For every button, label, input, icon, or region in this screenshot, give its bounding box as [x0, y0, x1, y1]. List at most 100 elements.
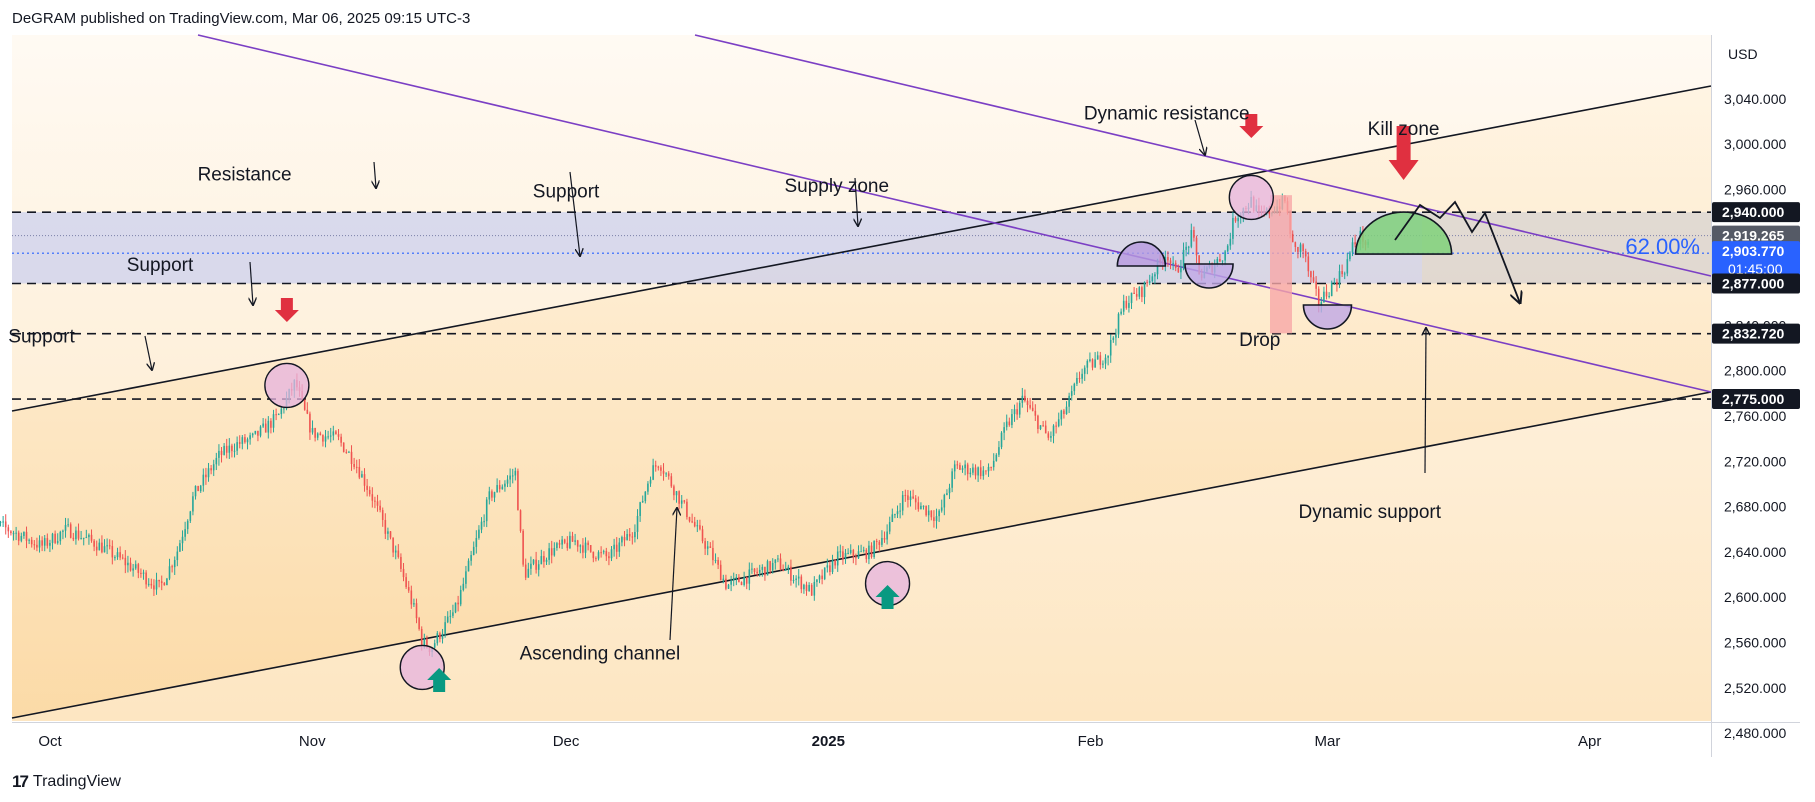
candle-body	[366, 485, 368, 490]
candle-body	[423, 638, 426, 646]
candle-body	[1005, 421, 1008, 428]
candle-body	[158, 579, 160, 582]
candle-body	[706, 546, 709, 549]
price-badge	[1712, 241, 1800, 280]
candle-body	[1078, 378, 1081, 380]
price-badge-text: 2,832.720	[1722, 326, 1784, 342]
candle-body	[735, 577, 738, 579]
candle-body	[407, 587, 410, 591]
candle-body	[1226, 245, 1229, 252]
candle-body	[1234, 217, 1237, 222]
candle-body	[657, 466, 660, 468]
candle-body	[1096, 355, 1099, 360]
candle-body	[1094, 359, 1096, 368]
candle-body	[917, 502, 920, 510]
candle-body	[805, 584, 808, 591]
candle-body	[946, 493, 948, 495]
candle-body	[847, 552, 849, 554]
candle-body	[722, 578, 725, 581]
candle-body	[7, 527, 10, 532]
candle-body	[985, 470, 987, 472]
annotation-label: Kill zone	[1368, 119, 1440, 140]
candle-body	[1018, 402, 1021, 415]
candle-body	[254, 430, 257, 434]
candle-body	[953, 464, 956, 472]
candle-body	[93, 540, 95, 547]
candle-body	[1039, 425, 1042, 430]
candle-body	[465, 571, 467, 584]
candle-body	[111, 546, 114, 558]
x-tick-label: 2025	[812, 733, 845, 750]
candle-body	[1341, 271, 1343, 275]
candle-body	[1122, 300, 1125, 312]
candle-body	[1050, 436, 1052, 438]
candle-body	[582, 545, 584, 553]
candle-body	[1133, 292, 1135, 294]
candle-body	[1055, 425, 1057, 427]
candle-body	[459, 589, 462, 605]
candle-body	[51, 533, 54, 543]
candle-body	[231, 445, 233, 452]
candle-body	[686, 501, 688, 518]
supply-zone-extension	[1422, 212, 1711, 284]
tradingview-brand[interactable]: 17 TradingView	[12, 772, 121, 792]
candle-body	[589, 545, 592, 552]
candle-body	[207, 468, 210, 478]
candle-body	[636, 515, 639, 532]
price-badge	[1712, 225, 1800, 246]
candle-body	[511, 475, 514, 477]
candle-body	[454, 602, 457, 613]
candle-body	[1336, 281, 1338, 286]
candle-body	[1148, 281, 1151, 283]
candle-body	[1172, 262, 1174, 264]
tradingview-logo-icon: 17	[12, 772, 29, 791]
candle-body	[618, 542, 621, 552]
trend-lines	[11, 34, 1712, 719]
candle-body	[566, 542, 569, 549]
candle-body	[834, 559, 836, 566]
candle-body	[80, 538, 82, 540]
candle-body	[587, 542, 589, 546]
candle-body	[550, 548, 553, 556]
candle-body	[439, 633, 441, 639]
candle-body	[649, 479, 652, 484]
candle-body	[826, 565, 829, 568]
candle-body	[600, 552, 602, 554]
candle-body	[134, 564, 137, 569]
candle-body	[875, 541, 878, 543]
candle-body	[839, 551, 842, 553]
candle-body	[238, 442, 241, 444]
price-badge	[1712, 273, 1800, 294]
candle-body	[15, 532, 17, 534]
candle-body	[662, 470, 665, 474]
candle-body	[0, 521, 2, 523]
candle-body	[800, 576, 803, 590]
annotations: Resistance Support Supply zone Support Suppo…	[8, 103, 1700, 664]
candle-body	[1099, 355, 1102, 365]
candle-body	[267, 420, 270, 433]
candle-body	[488, 491, 491, 500]
candle-body	[938, 510, 940, 517]
candle-body	[457, 602, 459, 605]
candle-body	[524, 564, 527, 578]
candle-body	[1029, 405, 1031, 408]
candle-body	[548, 548, 550, 560]
y-tick-label: 2,560.000	[1724, 635, 1786, 651]
y-tick-label: 3,000.000	[1724, 136, 1786, 152]
currency-label[interactable]: USD	[1728, 46, 1758, 62]
candle-body	[319, 433, 322, 436]
x-tick-label: Nov	[299, 733, 326, 750]
candle-body	[337, 434, 340, 437]
candle-body	[1224, 251, 1226, 261]
candle-body	[740, 582, 743, 585]
candle-body	[595, 558, 597, 560]
candle-body	[964, 464, 966, 469]
candle-body	[36, 544, 38, 548]
candle-body	[745, 577, 748, 584]
candle-body	[727, 584, 730, 589]
time-scale[interactable]	[12, 722, 1711, 757]
candle-body	[1011, 414, 1013, 426]
candle-body	[335, 431, 337, 435]
